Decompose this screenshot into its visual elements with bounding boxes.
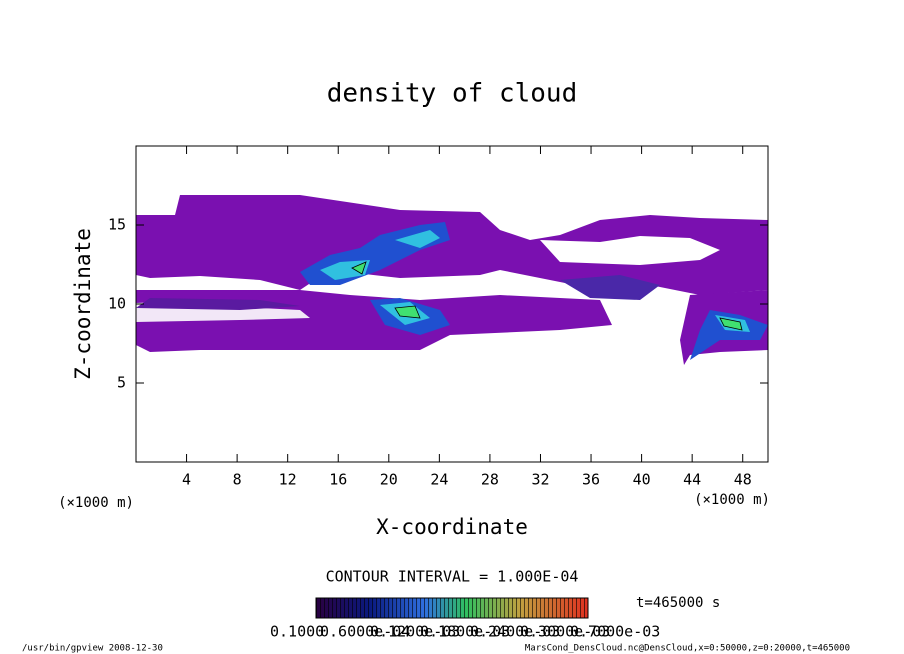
cloud-field [136,195,768,365]
x-tick-label: 4 [182,471,191,489]
colorbar-label: 0.3000e-03 [520,623,610,641]
x-tick-label: 28 [481,471,499,489]
x-tick-label: 32 [531,471,549,489]
x-tick-label: 12 [279,471,297,489]
x-tick-label: 36 [582,471,600,489]
colorbar-label: 0.7000e-03 [570,623,660,641]
x-tick-label: 16 [329,471,347,489]
x-unit: (×1000 m) [694,492,770,508]
colorbar-labels: 0.10000.6000e-040.1200e-030.1800e-030.24… [270,623,660,641]
chart-title: density of cloud [327,79,577,109]
x-tick-label: 48 [734,471,752,489]
x-axis-title: X-coordinate [376,515,528,539]
y-tick-label: 5 [117,374,126,392]
x-tick-label: 24 [430,471,448,489]
x-tick-label: 20 [380,471,398,489]
footer-left: /usr/bin/gpview 2008-12-30 [22,644,163,654]
time-label: t=465000 s [636,595,720,611]
y-tick-label: 15 [108,216,126,234]
x-tick-label: 40 [633,471,651,489]
colorbar-label: 0.1800e-03 [420,623,510,641]
x-unit-left: (×1000 m) [58,495,134,511]
y-axis-title: Z-coordinate [71,228,95,380]
colorbar-label: 0.6000e-04 [320,623,410,641]
colorbar-stripes [316,598,588,618]
y-tick-label: 10 [108,295,126,313]
colorbar-label: 0.1000 [270,623,324,641]
x-tick-label: 8 [233,471,242,489]
colorbar-label: 0.2400e-03 [470,623,560,641]
contour-interval: CONTOUR INTERVAL = 1.000E-04 [326,568,579,586]
colorbar-label: 0.1200e-03 [370,623,460,641]
x-tick-label: 44 [683,471,701,489]
footer-right: MarsCond_DensCloud.nc@DensCloud,x=0:5000… [525,644,850,654]
